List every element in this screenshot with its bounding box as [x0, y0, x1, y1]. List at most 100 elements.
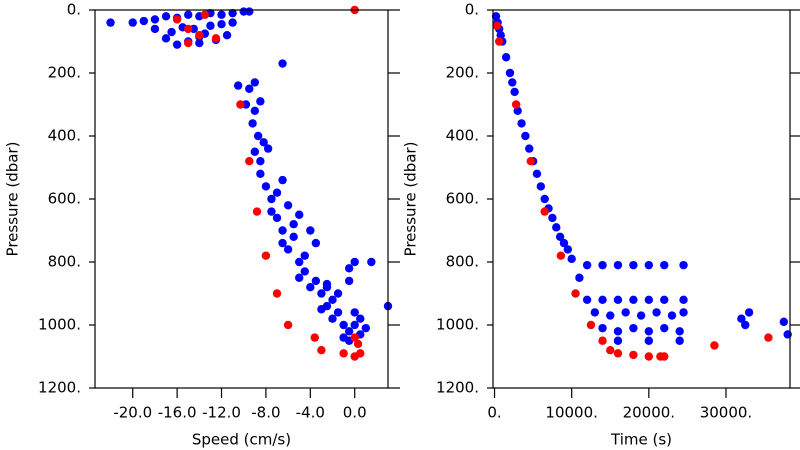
data-point — [261, 251, 271, 260]
data-point — [353, 339, 363, 349]
data-point — [660, 260, 669, 270]
data-point — [195, 38, 204, 48]
data-point — [629, 323, 638, 333]
x-tick-label: 0.0 — [343, 404, 367, 422]
data-point — [667, 311, 677, 320]
data-point — [339, 320, 348, 330]
data-point — [317, 346, 326, 355]
data-point — [295, 210, 304, 219]
data-point — [195, 31, 204, 40]
data-point — [322, 283, 332, 292]
data-point — [613, 336, 623, 345]
data-point — [211, 34, 221, 43]
data-point — [344, 327, 354, 336]
data-point — [582, 295, 592, 304]
data-point — [675, 327, 684, 336]
y-tick-label: 1000. — [38, 316, 81, 334]
data-point — [256, 157, 265, 166]
data-point — [629, 295, 638, 304]
data-point — [306, 226, 315, 235]
data-point — [322, 301, 332, 311]
data-point — [737, 314, 746, 323]
data-point — [161, 34, 171, 43]
data-point — [521, 131, 530, 141]
data-point — [606, 346, 615, 355]
data-point — [644, 327, 654, 336]
data-point — [350, 257, 359, 267]
data-point — [217, 10, 226, 19]
data-point — [590, 308, 600, 317]
data-point — [236, 100, 245, 109]
x-axis-label: Time (s) — [610, 431, 672, 449]
data-point — [250, 147, 260, 156]
data-point — [253, 131, 263, 141]
data-point — [510, 87, 519, 97]
x-axis-label: Speed (cm/s) — [192, 431, 291, 449]
data-point — [525, 144, 534, 153]
data-point — [289, 220, 298, 229]
data-point — [256, 97, 265, 106]
data-point — [621, 308, 630, 317]
x-tick-label: -4.0 — [296, 404, 325, 422]
x-tick-label: 30000. — [700, 404, 753, 422]
data-point — [278, 175, 287, 185]
data-point — [629, 350, 638, 360]
data-point — [328, 314, 337, 323]
data-point — [508, 78, 517, 87]
data-point — [644, 352, 654, 361]
y-tick-label: 1200. — [436, 379, 479, 397]
data-point — [598, 260, 607, 270]
data-point — [167, 27, 176, 37]
data-point — [548, 213, 557, 223]
data-point — [228, 18, 237, 27]
data-point — [540, 207, 549, 216]
y-tick-label: 0. — [465, 1, 479, 19]
data-point — [344, 264, 354, 273]
data-point — [660, 352, 669, 361]
data-point — [492, 21, 502, 30]
y-tick-label: 800. — [48, 253, 81, 271]
data-point — [660, 295, 669, 304]
data-point — [300, 267, 309, 276]
data-point — [150, 24, 160, 34]
data-point — [540, 194, 549, 204]
data-point — [741, 320, 750, 330]
data-point — [184, 10, 193, 19]
data-point — [272, 289, 282, 298]
data-point — [228, 8, 237, 18]
data-point — [556, 251, 566, 260]
data-point — [350, 308, 359, 317]
y-tick-label: 600. — [48, 190, 81, 208]
data-point — [267, 194, 276, 204]
data-point — [494, 37, 504, 46]
data-point — [333, 289, 343, 298]
data-point — [744, 308, 754, 317]
y-tick-label: 400. — [48, 127, 81, 145]
data-point — [344, 276, 354, 286]
plot-frame — [492, 9, 791, 389]
x-tick-label: 10000. — [545, 404, 598, 422]
data-point — [311, 238, 321, 248]
data-point — [779, 317, 789, 327]
data-point — [491, 12, 501, 21]
data-point — [679, 295, 688, 304]
data-point — [250, 78, 260, 87]
data-point — [206, 21, 215, 30]
data-point — [256, 169, 265, 178]
data-point — [783, 330, 792, 339]
data-point — [598, 295, 607, 304]
data-point — [563, 245, 573, 254]
data-point — [222, 31, 232, 40]
data-point — [517, 119, 526, 128]
data-point — [710, 341, 719, 350]
data-point — [272, 213, 282, 223]
data-point — [552, 223, 561, 232]
data-point — [505, 68, 515, 78]
data-point — [278, 226, 287, 235]
y-tick-label: 200. — [446, 64, 479, 82]
data-point — [311, 276, 321, 286]
data-point — [613, 260, 623, 270]
x-tick-label: -8.0 — [251, 404, 280, 422]
data-point — [679, 260, 688, 270]
